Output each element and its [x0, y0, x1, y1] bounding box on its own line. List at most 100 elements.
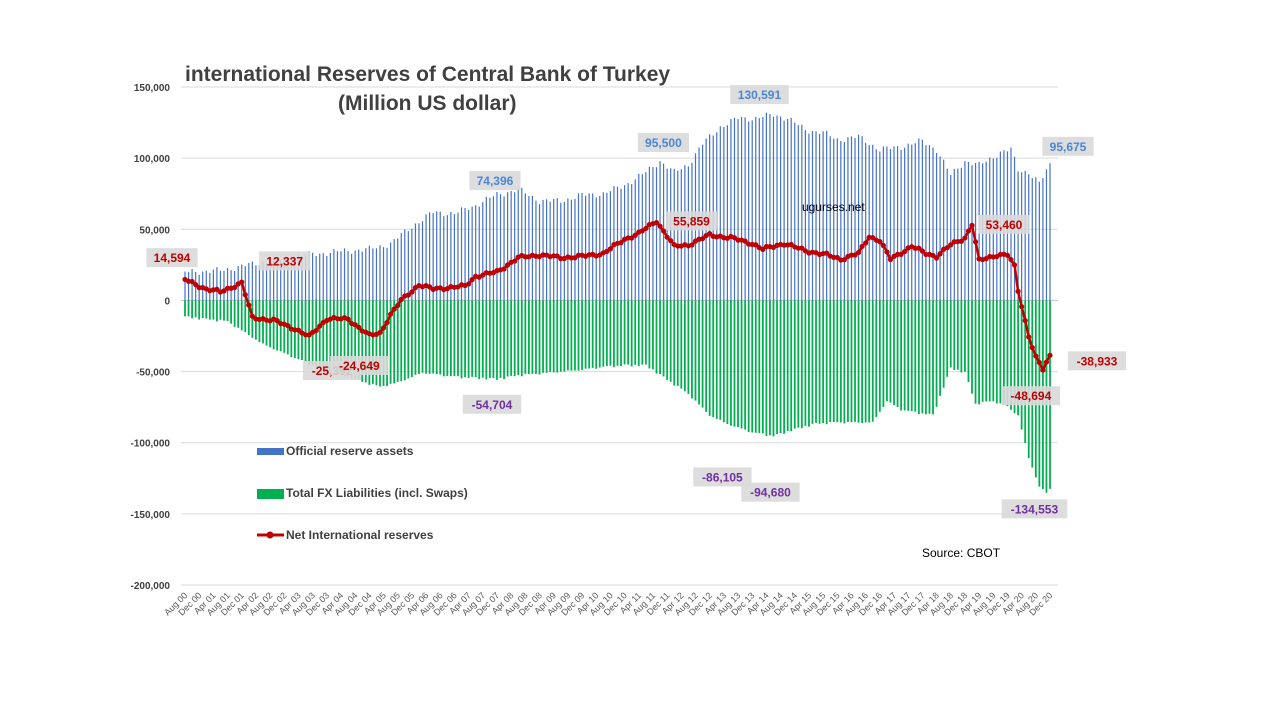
net-reserves-point	[193, 281, 199, 288]
liability-bar	[414, 300, 417, 375]
reserve-bar	[414, 223, 417, 301]
liability-bar	[591, 300, 594, 368]
net-reserves-point	[760, 246, 766, 252]
liability-bar	[719, 300, 722, 420]
liability-bar	[896, 300, 899, 408]
reserve-bar	[943, 159, 945, 301]
liability-bar	[425, 300, 427, 374]
data-label: 12,337	[266, 254, 303, 268]
liability-bar	[510, 300, 513, 376]
net-reserves-point	[689, 242, 695, 248]
liability-bar	[439, 300, 442, 375]
liability-bar	[357, 300, 360, 380]
net-reserves-point	[391, 306, 397, 312]
net-reserves-point	[834, 254, 840, 261]
liability-bar	[769, 300, 771, 436]
reserve-bar	[570, 199, 573, 301]
liability-bar	[641, 300, 644, 365]
data-label-box	[259, 251, 311, 271]
liability-bar	[481, 300, 484, 378]
net-reserves-point	[317, 323, 323, 329]
net-reserves-point	[887, 256, 894, 263]
liability-bar	[428, 300, 431, 374]
liability-bar	[691, 300, 693, 399]
reserve-bar	[514, 192, 516, 301]
liability-bar	[559, 300, 562, 372]
net-reserves-point	[919, 248, 925, 254]
reserve-bar	[634, 179, 636, 301]
net-reserves-point	[799, 245, 805, 251]
liability-bar	[797, 300, 800, 428]
liability-bar	[708, 300, 711, 416]
net-reserves-point	[653, 220, 660, 226]
liability-bar	[251, 300, 254, 338]
reserve-bar	[1017, 171, 1019, 301]
net-reserves-point	[880, 242, 886, 249]
reserve-bar	[223, 270, 225, 301]
liability-bar	[237, 300, 240, 328]
reserve-bar	[1021, 172, 1023, 301]
y-tick-label: -50,000	[136, 368, 170, 379]
liability-bar	[201, 300, 204, 319]
net-reserves-point	[902, 248, 908, 255]
liability-bar	[925, 300, 927, 415]
liability-bar	[776, 300, 778, 435]
reserve-bar	[333, 249, 335, 301]
reserve-bar	[280, 259, 282, 301]
liability-bar	[464, 300, 466, 378]
reserve-bar	[900, 150, 902, 301]
reserve-bar	[322, 253, 324, 301]
liability-bar	[574, 300, 576, 371]
reserve-bar	[691, 162, 693, 301]
reserve-bar	[964, 161, 966, 301]
liability-bar	[496, 300, 498, 380]
reserve-bar	[769, 113, 771, 301]
liability-bar	[928, 300, 931, 414]
liability-bar	[861, 300, 864, 424]
data-label: 55,859	[673, 214, 710, 228]
reserve-bar	[730, 119, 732, 301]
net-reserves-point	[668, 238, 674, 244]
reserve-bar	[684, 165, 686, 301]
reserve-bar	[276, 257, 278, 301]
reserve-bar	[315, 256, 317, 301]
net-reserves-point	[398, 296, 404, 303]
reserve-bar	[524, 193, 526, 301]
reserve-bar	[882, 146, 884, 301]
liability-bar	[836, 300, 839, 423]
reserve-bar	[921, 139, 923, 301]
liability-bar	[655, 300, 658, 374]
net-reserves-point	[916, 245, 922, 251]
liability-bar	[871, 300, 874, 422]
liability-bar	[737, 300, 739, 428]
reserve-bar	[496, 191, 498, 301]
legend-label-liabilities: Total FX Liabilities (incl. Swaps)	[286, 486, 468, 500]
liability-bar	[669, 300, 672, 382]
net-reserves-point	[629, 235, 635, 241]
liability-bar	[556, 300, 559, 373]
reserve-bar	[808, 133, 810, 301]
reserve-bar	[843, 142, 845, 301]
reserve-bar	[351, 253, 353, 301]
liability-bar	[460, 300, 463, 379]
reserve-bar	[946, 168, 948, 301]
liability-bar	[808, 300, 810, 427]
reserve-bar	[865, 142, 867, 301]
liability-bar	[581, 300, 583, 371]
liability-bar	[893, 300, 895, 406]
reserve-bar	[230, 270, 232, 301]
reserve-bar	[648, 166, 651, 301]
reserve-bar	[726, 125, 728, 301]
reserve-bar	[411, 228, 413, 301]
reserve-bar	[404, 229, 406, 301]
liability-bar	[779, 300, 782, 434]
net-reserves-point	[395, 302, 401, 309]
reserve-bar	[184, 271, 186, 301]
data-label-box	[330, 356, 389, 376]
reserve-bar	[517, 188, 519, 301]
reserve-bar	[312, 252, 314, 301]
liability-bar	[354, 300, 357, 379]
legend: Official reserve assets Total FX Liabili…	[257, 444, 468, 542]
reserve-bar	[1042, 177, 1044, 301]
reserve-bar	[790, 117, 792, 301]
